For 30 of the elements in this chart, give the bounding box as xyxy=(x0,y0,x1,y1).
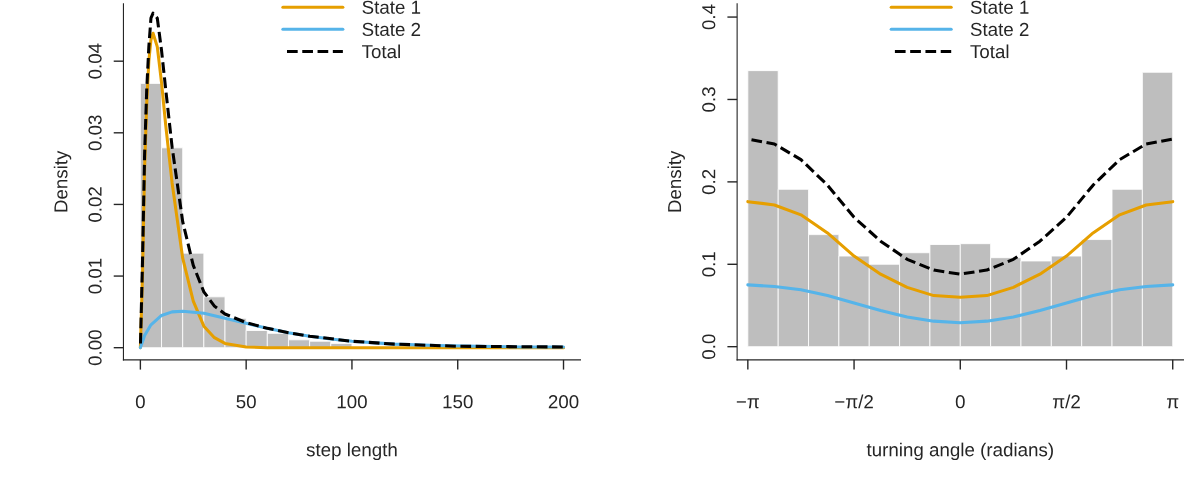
y-tick-label: 0.1 xyxy=(702,252,716,277)
y-tick-label: 0.4 xyxy=(702,4,716,30)
y-axis-title: Density xyxy=(53,150,72,212)
x-axis-title: step length xyxy=(306,442,397,461)
x-axis-title: turning angle (radians) xyxy=(866,442,1053,461)
x-tick-label: π/2 xyxy=(1052,394,1080,409)
x-tick-label: 150 xyxy=(443,395,473,409)
x-tick-label: 50 xyxy=(236,395,256,409)
y-tick-label: 0.01 xyxy=(88,258,102,294)
y-tick-label: 0.00 xyxy=(88,330,102,366)
legend-label: State 2 xyxy=(362,22,421,37)
y-axis-title: Density xyxy=(667,150,685,212)
y-tick-label: 0.2 xyxy=(702,169,716,195)
legend-label: State 2 xyxy=(970,22,1029,37)
x-tick-label: 200 xyxy=(548,395,579,409)
y-tick-label: 0.04 xyxy=(88,43,102,79)
y-tick-label: 0.0 xyxy=(702,334,716,359)
y-tick-label: 0.02 xyxy=(88,187,102,222)
x-tick-label: 100 xyxy=(337,395,367,409)
legend-label: Total xyxy=(970,44,1009,59)
y-tick-label: 0.3 xyxy=(702,87,716,112)
legend-label: Total xyxy=(362,44,400,59)
x-tick-label: −π/2 xyxy=(835,394,873,409)
y-tick-label: 0.03 xyxy=(88,115,102,151)
x-tick-label: −π xyxy=(736,398,759,409)
legend-label: State 1 xyxy=(362,0,421,14)
x-tick-label: 0 xyxy=(955,395,965,409)
x-tick-label: 0 xyxy=(135,395,145,409)
legend-label: State 1 xyxy=(970,0,1029,14)
x-tick-label: π xyxy=(1166,398,1179,409)
